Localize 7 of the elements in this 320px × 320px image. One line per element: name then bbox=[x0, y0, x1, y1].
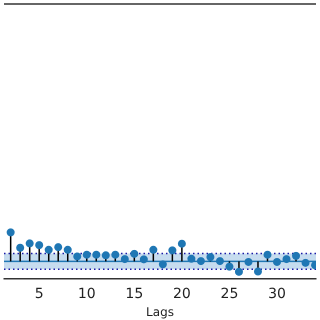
x-tick-label: 20 bbox=[172, 286, 191, 302]
x-tick-label: 15 bbox=[125, 286, 144, 302]
x-tick-label: 5 bbox=[34, 286, 44, 302]
x-tick-label: 10 bbox=[78, 286, 96, 302]
x-tick-label: 25 bbox=[220, 286, 238, 302]
x-tick-label: 30 bbox=[268, 286, 286, 302]
x-axis-title: Lags bbox=[146, 304, 174, 319]
